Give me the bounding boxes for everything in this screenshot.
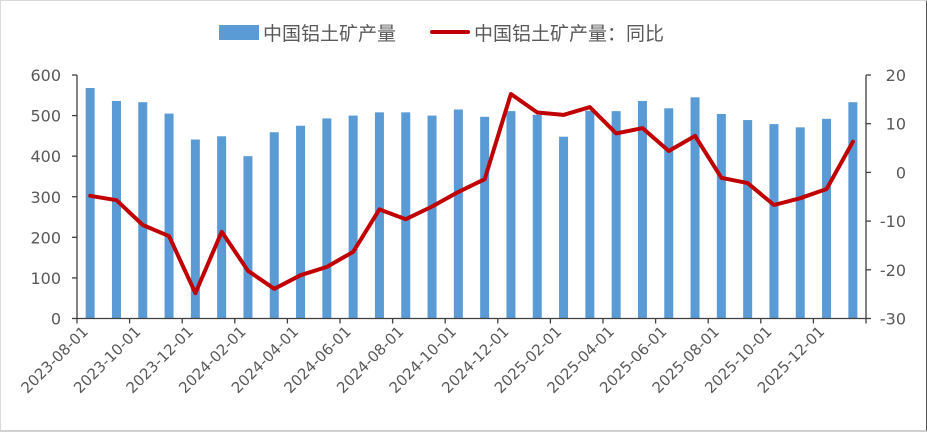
bar bbox=[85, 87, 95, 319]
bar bbox=[111, 100, 121, 319]
left-axis-tick-label: 400 bbox=[30, 147, 61, 166]
right-axis-tick-label: -10 bbox=[880, 212, 906, 231]
bar bbox=[217, 136, 227, 319]
bar bbox=[348, 115, 358, 319]
bar bbox=[427, 115, 437, 319]
bar bbox=[585, 110, 595, 319]
bar bbox=[822, 118, 832, 319]
left-axis-tick-label: 600 bbox=[30, 66, 61, 85]
left-axis-tick-label: 300 bbox=[30, 188, 61, 207]
legend-label-production: 中国铝土矿产量 bbox=[263, 22, 397, 45]
bar bbox=[795, 127, 805, 319]
bar bbox=[506, 111, 516, 319]
bar bbox=[164, 113, 174, 319]
bar bbox=[138, 102, 148, 319]
legend-item-yoy: 中国铝土矿产量：同比 bbox=[430, 19, 664, 46]
left-axis-tick-label: 100 bbox=[30, 269, 61, 288]
right-axis-tick-label: 10 bbox=[886, 115, 906, 134]
bar bbox=[611, 111, 621, 319]
bar bbox=[848, 102, 858, 319]
right-axis-tick-label: -20 bbox=[880, 261, 906, 280]
right-axis-tick-label: 0 bbox=[896, 163, 906, 182]
bar bbox=[269, 132, 279, 319]
bar-swatch-icon bbox=[219, 24, 259, 40]
right-axis-tick-label: -30 bbox=[880, 310, 906, 329]
bar bbox=[637, 100, 647, 319]
left-axis-tick-label: 200 bbox=[30, 228, 61, 247]
yoy-line-series bbox=[88, 92, 855, 296]
legend-item-production: 中国铝土矿产量 bbox=[219, 19, 396, 46]
bar bbox=[401, 112, 411, 319]
bar-series bbox=[85, 87, 858, 319]
bar bbox=[243, 156, 253, 319]
bar bbox=[559, 136, 569, 319]
left-axis-tick-label: 500 bbox=[30, 107, 61, 126]
left-axis-tick-label: 0 bbox=[51, 310, 61, 329]
bar bbox=[480, 116, 490, 319]
bar bbox=[690, 97, 700, 319]
legend-label-yoy: 中国铝土矿产量：同比 bbox=[474, 22, 665, 45]
bar bbox=[374, 112, 384, 319]
chart-legend: 中国铝土矿产量 中国铝土矿产量：同比 bbox=[219, 19, 698, 45]
bar bbox=[322, 118, 332, 319]
bar bbox=[453, 109, 463, 319]
bar bbox=[296, 125, 306, 319]
line-swatch-icon bbox=[430, 30, 471, 34]
right-axis-tick-label: 20 bbox=[886, 66, 906, 85]
bar bbox=[532, 114, 542, 319]
bar bbox=[190, 139, 200, 319]
bar bbox=[769, 124, 779, 319]
bar bbox=[716, 113, 726, 319]
bar bbox=[664, 108, 674, 319]
bar bbox=[743, 120, 753, 319]
